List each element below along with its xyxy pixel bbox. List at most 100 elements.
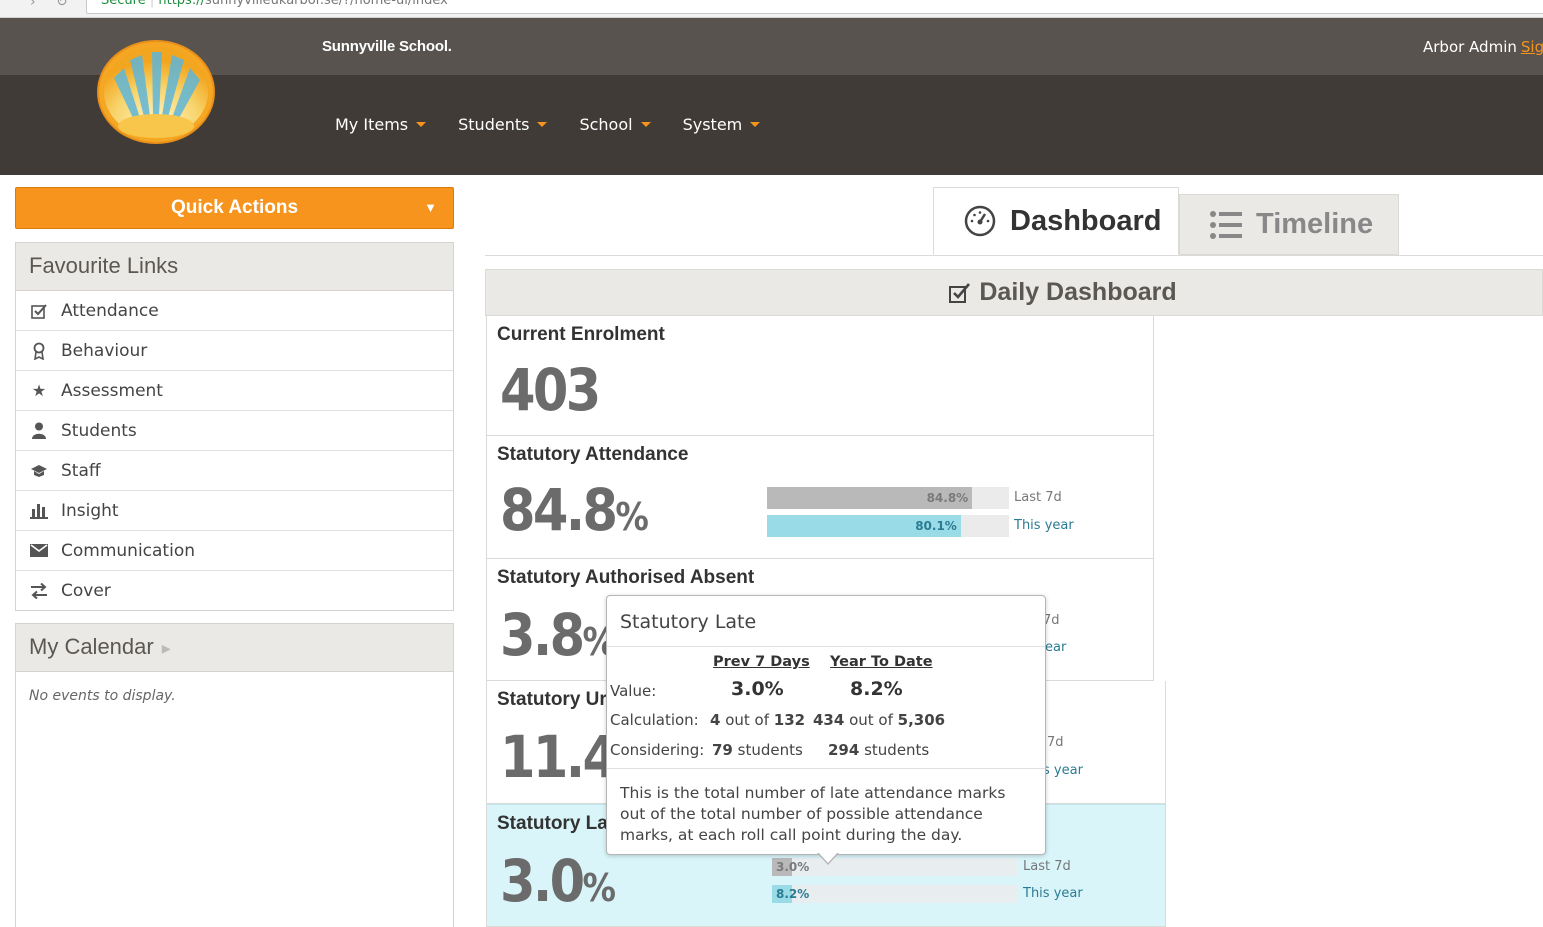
- my-calendar-title: My Calendar: [29, 634, 154, 659]
- bar-this-year[interactable]: 80.1% This year: [767, 515, 1147, 537]
- reload-icon[interactable]: ↻: [56, 0, 68, 10]
- card-value: 11.4: [500, 723, 618, 791]
- considering-count: 294: [828, 741, 860, 759]
- favourite-link-label: Assessment: [61, 380, 163, 401]
- row-label-value: Value:: [610, 682, 657, 700]
- favourite-link-attendance[interactable]: Attendance: [16, 291, 453, 331]
- bar-last-7-days[interactable]: 84.8% Last 7d: [767, 487, 1147, 509]
- calc-denominator: 5,306: [897, 711, 946, 729]
- value-prev-7-days: 3.0%: [731, 678, 784, 700]
- user-menu[interactable]: Arbor Admin Sig: [1423, 38, 1543, 56]
- favourite-link-label: Attendance: [61, 300, 159, 321]
- tabs-divider: [485, 255, 1543, 256]
- ribbon-icon: [29, 342, 49, 360]
- value-number: 403: [500, 356, 601, 424]
- person-icon: [29, 422, 49, 439]
- url-field[interactable]: Secure | https://sunnyvilleukarbor.se/?/…: [86, 0, 1543, 14]
- value-unit: %: [615, 495, 649, 539]
- menu-my-items[interactable]: My Items: [335, 115, 427, 134]
- my-calendar-header[interactable]: My Calendar ▸: [16, 624, 453, 672]
- user-name[interactable]: Arbor Admin: [1423, 38, 1517, 56]
- menu-system[interactable]: System: [683, 115, 761, 134]
- favourite-link-cover[interactable]: Cover: [16, 571, 453, 611]
- favourite-links-panel: Favourite Links Attendance Behaviour ★ A…: [15, 242, 454, 611]
- favourite-link-label: Communication: [61, 540, 195, 561]
- quick-actions-label: Quick Actions: [170, 197, 299, 218]
- tooltip-pointer: [817, 852, 839, 865]
- bar-fill: 3.0%: [772, 858, 809, 876]
- row-label-considering: Considering:: [610, 741, 705, 759]
- tab-timeline[interactable]: Timeline: [1179, 194, 1399, 255]
- school-name[interactable]: Sunnyville School.: [322, 38, 452, 55]
- menu-students[interactable]: Students: [458, 115, 548, 134]
- calculation-prev-7-days: 4 out of 132: [710, 711, 805, 729]
- card-value: 84.8%: [500, 476, 649, 544]
- calendar-empty-message: No events to display.: [29, 688, 176, 704]
- gauge-icon: [964, 205, 996, 237]
- bar-this-year[interactable]: 8.2% This year: [772, 885, 1152, 903]
- favourite-link-label: Staff: [61, 460, 101, 481]
- card-title: Current Enrolment: [497, 324, 665, 345]
- bar-caption: This year: [1014, 518, 1074, 533]
- calc-numerator: 4: [710, 711, 721, 729]
- chevron-right-icon: ▸: [161, 638, 171, 658]
- favourite-link-label: Insight: [61, 500, 119, 521]
- favourite-link-staff[interactable]: Staff: [16, 451, 453, 491]
- card-title: Statutory La: [497, 813, 608, 834]
- header-top-bar: [0, 18, 1543, 75]
- daily-dashboard-header: Daily Dashboard: [485, 269, 1543, 316]
- value-year-to-date: 8.2%: [850, 678, 903, 700]
- bar-caption: ear: [1045, 640, 1067, 655]
- caret-down-icon: [640, 122, 651, 127]
- considering-unit: students: [864, 741, 930, 759]
- header-nav-bar: [0, 75, 1543, 175]
- my-calendar-panel: My Calendar ▸ No events to display.: [15, 623, 454, 927]
- calc-denominator: 132: [773, 711, 806, 729]
- menu-school[interactable]: School: [579, 115, 651, 134]
- value-number: 84.8: [500, 476, 618, 544]
- caret-down-icon: [416, 122, 427, 127]
- considering-count: 79: [712, 741, 733, 759]
- card-value: 3.0%: [500, 847, 616, 915]
- bar-caption: s year: [1043, 763, 1083, 778]
- menu-label: Students: [458, 115, 530, 134]
- triangle-down-icon: ▼: [424, 200, 437, 215]
- value-number: 11.4: [500, 723, 618, 791]
- url-scheme: https://: [158, 0, 205, 8]
- signout-link[interactable]: Sig: [1520, 38, 1543, 56]
- card-current-enrolment[interactable]: Current Enrolment 403: [486, 316, 1154, 436]
- bar-track: 3.0%: [772, 858, 1017, 876]
- favourite-link-insight[interactable]: Insight: [16, 491, 453, 531]
- quick-actions-button[interactable]: Quick Actions ▼: [15, 187, 454, 229]
- favourite-link-students[interactable]: Students: [16, 411, 453, 451]
- forward-icon[interactable]: ›: [30, 0, 36, 10]
- favourite-link-communication[interactable]: Communication: [16, 531, 453, 571]
- favourite-link-assessment[interactable]: ★ Assessment: [16, 371, 453, 411]
- menu-label: My Items: [335, 115, 409, 134]
- envelope-icon: [29, 544, 49, 557]
- left-sidebar: Quick Actions ▼ Favourite Links Attendan…: [15, 175, 454, 927]
- favourite-link-label: Cover: [61, 581, 111, 601]
- calc-out-of: out of: [849, 711, 893, 729]
- tooltip-description: This is the total number of late attenda…: [607, 768, 1045, 846]
- bar-track: 8.2%: [772, 885, 1017, 903]
- bar-caption: Last 7d: [1014, 490, 1062, 505]
- bar-track: 84.8%: [767, 487, 1009, 509]
- tab-dashboard-label: Dashboard: [1010, 204, 1162, 237]
- statutory-late-tooltip: Statutory Late Prev 7 Days Year To Date …: [606, 595, 1046, 855]
- checkbox-icon: [29, 303, 49, 319]
- list-icon: [1210, 210, 1242, 239]
- tab-timeline-label: Timeline: [1256, 208, 1374, 240]
- daily-dashboard-title: Daily Dashboard: [979, 278, 1177, 306]
- calc-out-of: out of: [725, 711, 770, 729]
- card-statutory-attendance[interactable]: Statutory Attendance 84.8% 84.8% Last 7d…: [486, 436, 1154, 559]
- tooltip-title: Statutory Late: [607, 596, 1045, 647]
- tab-dashboard[interactable]: Dashboard: [933, 187, 1179, 255]
- favourite-link-behaviour[interactable]: Behaviour: [16, 331, 453, 371]
- column-header-prev-7-days: Prev 7 Days: [713, 654, 810, 670]
- favourite-link-label: Behaviour: [61, 340, 148, 361]
- considering-prev-7-days: 79 students: [712, 741, 803, 759]
- considering-year-to-date: 294 students: [828, 741, 929, 759]
- school-logo[interactable]: [96, 40, 216, 144]
- star-icon: ★: [31, 381, 47, 400]
